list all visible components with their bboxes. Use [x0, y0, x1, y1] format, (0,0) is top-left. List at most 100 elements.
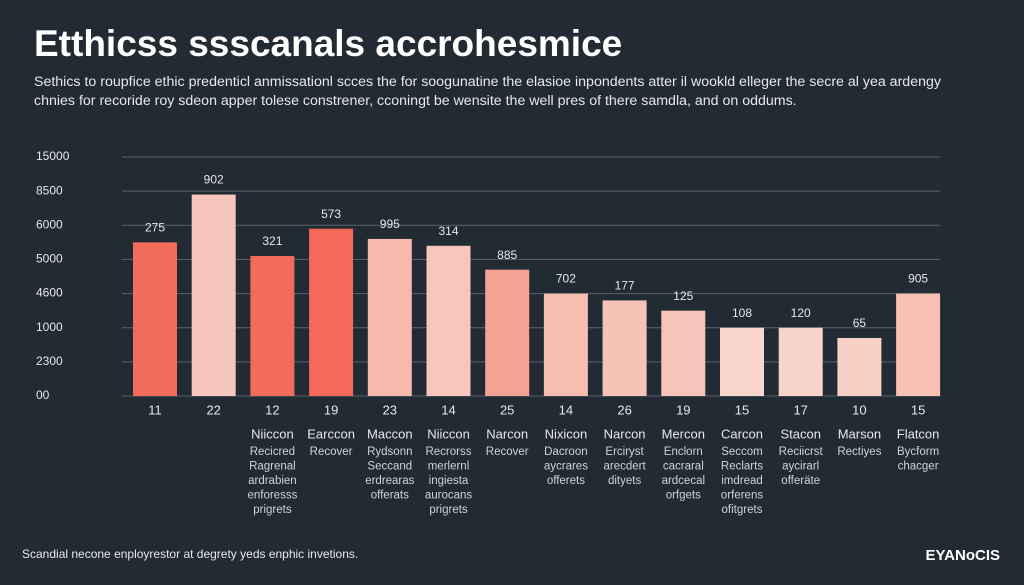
bar — [661, 310, 706, 396]
category-description: Recover — [486, 446, 529, 458]
category-description: aycrares — [544, 461, 588, 473]
x-tick-label: 26 — [617, 402, 631, 417]
category-description: Dacroon — [544, 446, 587, 458]
x-tick-label: 19 — [324, 402, 338, 417]
category-description: Seccom — [721, 446, 763, 458]
bar — [309, 228, 354, 396]
data-label: 177 — [615, 279, 635, 293]
bar — [778, 327, 823, 396]
data-label: 120 — [791, 306, 811, 320]
data-label: 902 — [204, 173, 224, 187]
bar — [250, 256, 295, 396]
x-tick-label: 15 — [735, 402, 749, 417]
category-name: Narcon — [486, 426, 528, 441]
category-description: Recicred — [250, 446, 295, 458]
category-description: ardcecal — [662, 475, 705, 487]
category-description: Bycform — [897, 446, 939, 458]
category-name: Flatcon — [897, 426, 940, 441]
category-name: Niiccon — [251, 426, 294, 441]
category-description: dityets — [608, 475, 641, 487]
category-description: offerats — [371, 490, 409, 502]
category-description: orfgets — [666, 490, 701, 502]
bar — [426, 245, 471, 396]
subtitle: Sethics to roupfice ethic predenticl anm… — [34, 74, 942, 90]
category-description: erdrearas — [365, 475, 414, 487]
category-description: offerets — [547, 475, 585, 487]
data-label: 905 — [908, 272, 928, 286]
category-description: offeräte — [781, 475, 820, 487]
y-tick-label: 4600 — [36, 286, 63, 300]
x-tick-label: 14 — [441, 402, 455, 417]
category-description: enforesss — [247, 490, 297, 502]
x-tick-label: 11 — [148, 402, 162, 417]
data-label: 321 — [262, 234, 282, 248]
category-description: Ragrenal — [249, 461, 296, 473]
category-description: Recover — [310, 446, 353, 458]
bar — [133, 242, 177, 396]
data-label: 885 — [497, 248, 517, 262]
x-tick-label: 12 — [265, 402, 279, 417]
x-tick-label: 14 — [559, 402, 573, 417]
category-description: arecdert — [604, 461, 647, 473]
category-description: Erciryst — [605, 446, 644, 458]
y-tick-label: 15000 — [36, 149, 70, 163]
y-tick-label: 6000 — [36, 217, 63, 231]
x-tick-label: 19 — [676, 402, 690, 417]
category-description: Enclorn — [664, 446, 703, 458]
category-description: ardrabien — [248, 475, 297, 487]
bar — [367, 238, 412, 396]
x-tick-label: 23 — [383, 402, 397, 417]
category-description: aycirarl — [782, 461, 819, 473]
category-name: Marson — [838, 426, 881, 441]
category-description: Rydsonn — [367, 446, 412, 458]
category-description: Reciicrst — [779, 446, 824, 458]
category-description: Rectiyes — [837, 446, 881, 458]
category-description: cacraral — [663, 461, 704, 473]
category-description: imdread — [721, 475, 763, 487]
subtitle: chnies for recoride roy sdeon apper tole… — [34, 93, 797, 109]
category-name: Maccon — [367, 426, 413, 441]
bar — [602, 300, 647, 396]
x-tick-label: 10 — [852, 402, 866, 417]
data-label: 108 — [732, 306, 752, 320]
category-description: chacger — [898, 461, 939, 473]
bar — [720, 327, 764, 396]
bar — [485, 269, 530, 396]
y-tick-label: 2300 — [36, 354, 63, 368]
y-tick-label: 8500 — [36, 183, 63, 197]
category-description: ofitgrets — [722, 504, 763, 516]
bar — [896, 293, 941, 396]
y-tick-label: 5000 — [36, 252, 63, 266]
data-label: 573 — [321, 207, 341, 221]
category-name: Carcon — [721, 426, 763, 441]
footer: Scandial necone enployrestor at degrety … — [22, 547, 358, 561]
category-description: Reclarts — [721, 461, 763, 473]
category-description: prigrets — [429, 504, 468, 516]
data-label: 995 — [380, 217, 400, 231]
category-description: aurocans — [425, 490, 473, 502]
data-label: 125 — [673, 289, 693, 303]
data-label: 314 — [438, 224, 458, 238]
category-name: Stacon — [780, 426, 820, 441]
category-name: Narcon — [604, 426, 646, 441]
category-name: Niiccon — [427, 426, 470, 441]
category-description: merlernl — [428, 461, 470, 473]
x-tick-label: 25 — [500, 402, 514, 417]
data-label: 702 — [556, 272, 576, 286]
chart-title: Etthicss ssscanals accrohesmice — [34, 23, 622, 64]
category-description: ingiesta — [429, 475, 469, 487]
x-tick-label: 15 — [911, 402, 925, 417]
category-description: Recrorss — [425, 446, 471, 458]
category-description: orferens — [721, 490, 763, 502]
category-description: Seccand — [367, 461, 412, 473]
bar — [837, 337, 882, 396]
category-name: Earccon — [307, 426, 355, 441]
category-name: Mercon — [662, 426, 705, 441]
brand: EYANoCIS — [926, 547, 1000, 564]
data-label: 275 — [145, 221, 165, 235]
x-tick-label: 22 — [206, 402, 220, 417]
y-tick-label: 00 — [36, 388, 50, 402]
data-label: 65 — [853, 316, 867, 330]
category-name: Nixicon — [545, 426, 588, 441]
